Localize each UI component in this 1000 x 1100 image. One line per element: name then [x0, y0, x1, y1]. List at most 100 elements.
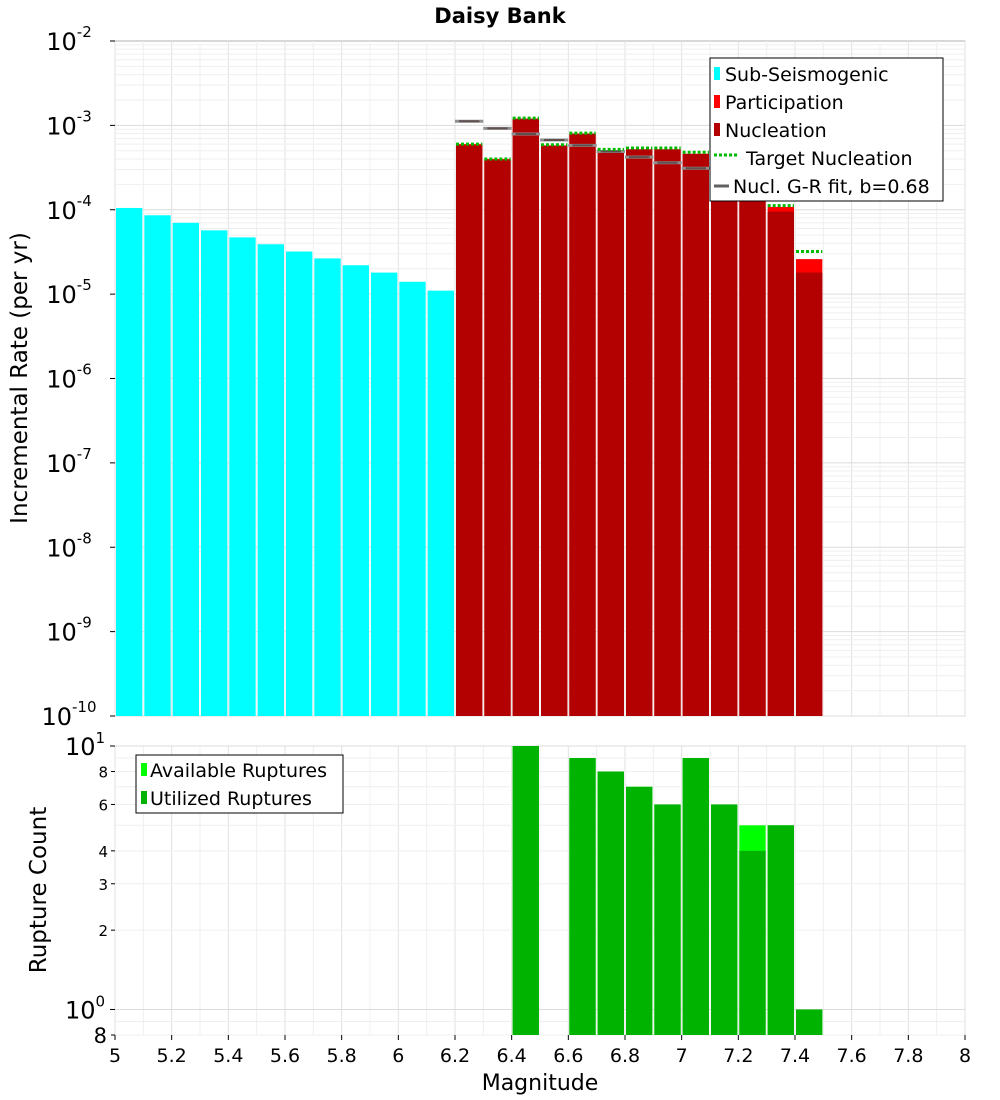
legend-label-1: Participation — [725, 92, 844, 114]
utilized-ruptures-bar — [767, 825, 794, 1035]
rate-y-tick-base: 10 — [46, 28, 77, 56]
x-tick-label: 6.4 — [497, 1045, 527, 1067]
nucleation-bar — [796, 272, 823, 716]
nucleation-bar — [512, 118, 539, 716]
count-legend-swatch-0 — [141, 763, 147, 776]
count-y-minor-label: 8 — [98, 764, 108, 782]
sub-seismogenic-bar — [201, 230, 228, 716]
count-y-tick-base: 10 — [65, 996, 96, 1024]
sub-seismogenic-bar — [229, 237, 256, 716]
rate-bars — [116, 118, 823, 717]
count-legend-box — [135, 754, 344, 814]
utilized-ruptures-bar — [626, 786, 653, 1035]
rate-y-tick-exponent: -3 — [77, 107, 92, 125]
count-legend-swatch-1 — [141, 791, 147, 804]
legend-swatch-1 — [714, 95, 720, 108]
rate-y-tick-base: 10 — [46, 619, 77, 647]
x-tick-label: 8 — [959, 1045, 971, 1067]
rate-y-tick-base: 10 — [46, 281, 77, 309]
count-legend-entries: Available Ruptures Utilized Ruptures — [141, 760, 327, 810]
utilized-ruptures-bar — [711, 804, 738, 1035]
rate-y-tick-exponent: -6 — [77, 361, 92, 379]
nucleation-bar — [767, 211, 794, 716]
rate-y-tick-label: 10-7 — [46, 445, 92, 478]
legend-swatch-2 — [714, 123, 720, 136]
count-y-minor-label: 6 — [98, 796, 108, 814]
sub-seismogenic-bar — [342, 265, 369, 716]
chart-title: Daisy Bank — [434, 4, 566, 28]
legend-label-4: Nucl. G-R fit, b=0.68 — [733, 176, 930, 198]
x-tick-label: 7.8 — [893, 1045, 923, 1067]
count-gridlines — [114, 745, 966, 1036]
rate-y-tick-base: 10 — [46, 112, 77, 140]
rate-y-tick-exponent: -8 — [77, 529, 92, 547]
sub-seismogenic-bar — [144, 215, 171, 717]
count-y-major-label: 101 — [65, 729, 105, 761]
legend-label-3: Target Nucleation — [745, 148, 913, 170]
count-y-axis-label: Rupture Count — [26, 807, 52, 973]
rate-y-tick-exponent: -9 — [77, 614, 92, 632]
rate-y-tick-label: 10-2 — [46, 23, 92, 56]
rate-legend-entries: Sub-Seismogenic Participation Nucleation Ta… — [714, 64, 930, 198]
rate-y-tick-base: 10 — [46, 450, 77, 478]
x-tick-label: 5.6 — [270, 1045, 300, 1067]
count-y-major-label: 100 — [65, 992, 105, 1024]
count-bars — [512, 746, 823, 1035]
rate-y-tick-base: 10 — [46, 197, 77, 225]
nucleation-bar — [541, 145, 568, 717]
count-y-tick-exponent: 0 — [96, 992, 106, 1010]
nucleation-bar — [456, 145, 483, 717]
rate-y-tick-exponent: -4 — [77, 192, 92, 210]
utilized-ruptures-bar — [796, 1009, 823, 1035]
rate-y-tick-base: 10 — [46, 366, 77, 394]
count-y-minor-label: 8 — [94, 1024, 107, 1048]
utilized-ruptures-bar — [682, 758, 709, 1035]
rate-y-tick-label: 10-3 — [46, 107, 92, 140]
count-y-minor-label: 2 — [98, 922, 108, 940]
x-tick-label: 5 — [109, 1045, 121, 1067]
rate-y-tick-exponent: -5 — [77, 276, 92, 294]
utilized-ruptures-bar — [597, 771, 624, 1035]
legend-label-2: Nucleation — [725, 120, 827, 142]
rate-y-tick-label: 10-6 — [46, 361, 92, 394]
count-y-tick-exponent: 1 — [96, 729, 106, 747]
sub-seismogenic-bar — [257, 244, 284, 717]
rate-legend-box — [709, 57, 944, 202]
count-y-tick-base: 10 — [65, 733, 96, 761]
x-tick-label: 7 — [676, 1045, 688, 1067]
x-tick-label: 5.8 — [327, 1045, 357, 1067]
rate-y-axis-label: Incremental Rate (per yr) — [7, 232, 33, 524]
x-tick-label: 7.2 — [723, 1045, 753, 1067]
rate-legend[interactable]: Sub-Seismogenic Participation Nucleation Ta… — [709, 57, 944, 202]
nucleation-bar — [739, 172, 766, 716]
sub-seismogenic-bar — [286, 251, 313, 716]
count-legend-label-0: Available Ruptures — [150, 760, 327, 782]
x-tick-label: 5.4 — [213, 1045, 243, 1067]
utilized-ruptures-bar — [512, 746, 539, 1035]
sub-seismogenic-bar — [371, 272, 398, 716]
nucleation-bar — [597, 150, 624, 716]
rate-y-tick-label: 10-5 — [46, 276, 92, 309]
sub-seismogenic-bar — [172, 222, 199, 716]
rate-y-tick-label: 10-8 — [46, 529, 92, 562]
count-y-minor-label: 4 — [98, 843, 108, 861]
rate-y-tick-exponent: -2 — [77, 23, 92, 41]
rate-y-tick-base: 10 — [46, 534, 77, 562]
rate-y-tick-label: 10-4 — [46, 192, 92, 225]
nucleation-bar — [484, 159, 511, 717]
legend-label-0: Sub-Seismogenic — [725, 64, 889, 86]
nucleation-bar — [626, 149, 653, 716]
sub-seismogenic-bar — [314, 258, 341, 716]
nucleation-bar — [682, 153, 709, 716]
x-tick-label: 6.6 — [553, 1045, 583, 1067]
utilized-ruptures-bar — [569, 758, 596, 1035]
count-legend-label-1: Utilized Ruptures — [150, 788, 312, 810]
x-tick-label: 5.2 — [157, 1045, 187, 1067]
count-legend[interactable]: Available Ruptures Utilized Ruptures — [135, 754, 344, 814]
x-axis-ticks: 5 5.2 5.4 5.6 5.8 6 6.2 6.4 6.6 6.8 7 7.2 7.4 7.6 7.8 8 — [109, 1035, 971, 1067]
